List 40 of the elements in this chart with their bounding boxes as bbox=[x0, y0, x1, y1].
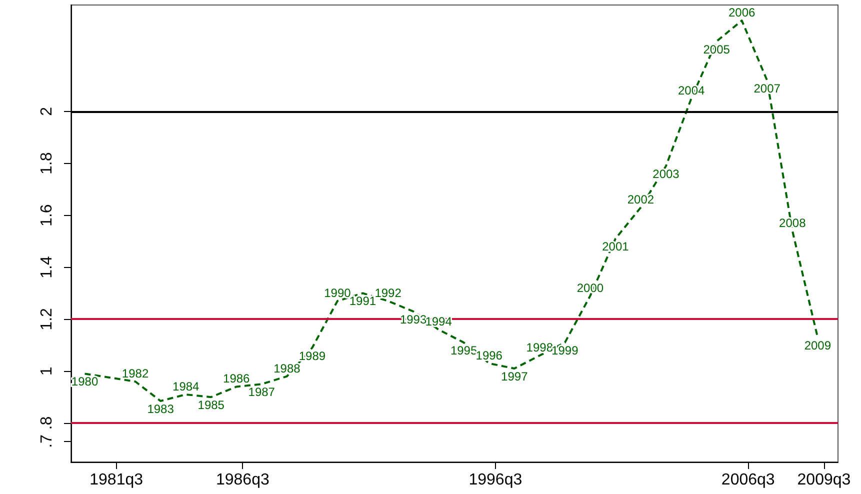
y-tick-label: .8 bbox=[38, 416, 56, 430]
annotation: 1984 bbox=[172, 379, 200, 394]
y-tick-label: 1.2 bbox=[38, 308, 56, 330]
annotation: 1995 bbox=[450, 344, 478, 358]
annotation: 1996 bbox=[476, 348, 503, 362]
annotation: 1999 bbox=[552, 344, 579, 358]
annotation: 2009 bbox=[804, 338, 832, 352]
annotation: 1989 bbox=[298, 348, 326, 363]
annotation: 1986 bbox=[223, 372, 250, 386]
annotation: 1998 bbox=[526, 340, 554, 355]
y-tick-label: 1.6 bbox=[38, 204, 56, 226]
annotation: 1991 bbox=[349, 294, 376, 308]
annotation: 1985 bbox=[198, 398, 225, 412]
annotation: 1990 bbox=[324, 286, 352, 300]
x-tick-label: 2009q3 bbox=[797, 472, 851, 488]
annotation: 2007 bbox=[754, 81, 781, 96]
annotation: 1992 bbox=[374, 286, 402, 300]
y-tick-label: .7 bbox=[38, 434, 56, 448]
annotation: 2000 bbox=[576, 280, 604, 295]
y-tick-label: 2 bbox=[38, 106, 56, 116]
annotation: 2008 bbox=[779, 216, 806, 230]
annotation: 1987 bbox=[248, 385, 276, 400]
y-tick-label: 1.4 bbox=[38, 256, 56, 278]
annotation: 2001 bbox=[602, 240, 630, 254]
annotation: 2006 bbox=[728, 6, 756, 20]
annotation: 2004 bbox=[678, 83, 705, 98]
annotation: 2005 bbox=[703, 42, 730, 56]
x-tick-label: 1981q3 bbox=[90, 472, 144, 488]
x-tick-label: 1986q3 bbox=[216, 472, 270, 488]
x-tick-label: 2006q3 bbox=[721, 472, 775, 488]
annotation: 1983 bbox=[147, 402, 174, 416]
annotation: 1997 bbox=[501, 370, 528, 384]
y-tick-label: 1 bbox=[38, 366, 56, 376]
annotation: 1988 bbox=[274, 361, 301, 376]
annotation: 2002 bbox=[627, 192, 654, 207]
annotation: 1982 bbox=[122, 366, 149, 381]
annotation: 2003 bbox=[652, 166, 680, 181]
annotation: 1980 bbox=[71, 374, 98, 389]
x-tick-label: 1996q3 bbox=[468, 472, 522, 488]
y-tick-label: 1.8 bbox=[38, 152, 56, 175]
